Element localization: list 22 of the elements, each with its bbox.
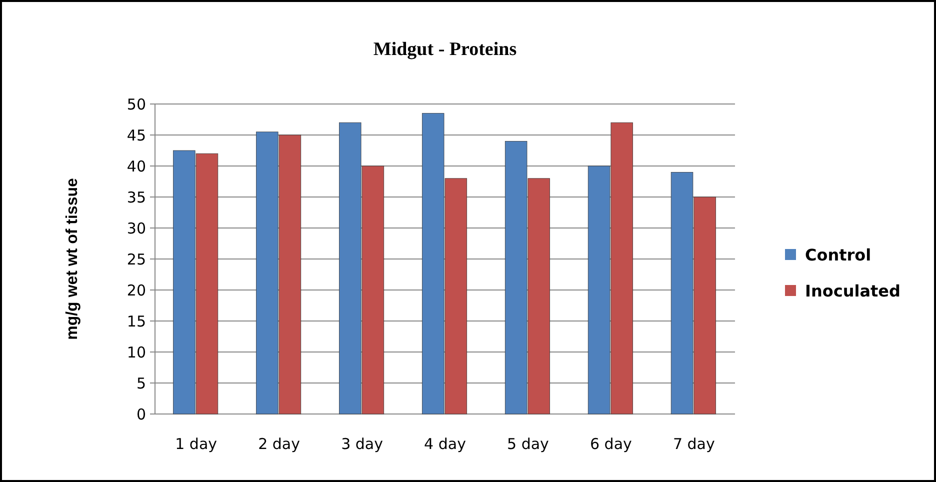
y-tick-label: 35 <box>126 188 146 206</box>
legend-label: Inoculated <box>805 282 900 301</box>
y-tick-label: 15 <box>126 312 146 330</box>
y-tick-label: 5 <box>136 374 146 392</box>
y-tick-label: 50 <box>126 95 146 114</box>
legend-label: Control <box>805 246 872 265</box>
y-tick-label: 45 <box>126 126 146 144</box>
y-tick-label: 25 <box>126 250 146 268</box>
x-tick-label: 3 day <box>341 435 384 453</box>
y-tick-label: 20 <box>126 281 146 300</box>
x-tick-label: 7 day <box>672 435 715 453</box>
y-tick-label: 10 <box>126 343 146 362</box>
x-tick-label: 5 day <box>507 435 550 453</box>
x-tick-label: 6 day <box>590 435 632 453</box>
chart-title: Midgut - Proteins <box>373 39 517 60</box>
x-tick-label: 2 day <box>258 435 300 453</box>
x-tick-label: 4 day <box>424 435 466 453</box>
x-tick-label: 1 day <box>175 435 218 453</box>
y-tick-label: 40 <box>126 157 146 176</box>
y-axis-title: mg/g wet wt of tissue <box>64 178 81 340</box>
y-tick-label: 0 <box>136 405 146 424</box>
y-tick-label: 30 <box>126 219 146 238</box>
